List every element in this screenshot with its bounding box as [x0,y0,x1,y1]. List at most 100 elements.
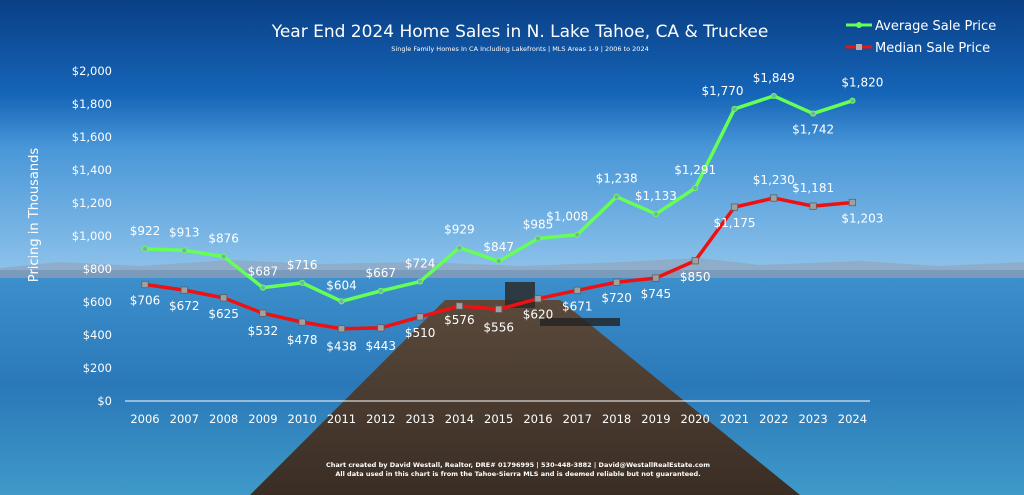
x-tick-labels: 2006 2007 2008 2009 2010 2011 2012 2013 2014 2015… [130,412,867,426]
y-tick-label: $1,600 [72,130,112,144]
x-tick-label: 2008 [209,412,238,426]
data-label-average: $724 [405,257,436,271]
y-tick-label: $200 [83,361,112,375]
sky [0,0,1024,270]
data-label-median: $510 [405,326,436,340]
data-point-average [613,193,620,200]
data-point-median [730,203,739,211]
data-point-median [259,309,267,317]
data-label-median: $438 [326,340,357,354]
x-tick-label: 2022 [759,412,788,426]
footer-credit: Chart created by David Westall, Realtor,… [326,461,710,470]
x-tick-label: 2020 [681,412,710,426]
data-label-average: $929 [444,223,475,237]
chart-title: Year End 2024 Home Sales in N. Lake Taho… [271,22,769,42]
boat-lift [540,318,620,326]
dock [250,300,800,495]
data-label-average: $922 [130,224,161,238]
data-label-average: $1,238 [596,172,638,186]
x-tick-label: 2015 [484,412,513,426]
x-tick-label: 2007 [170,412,199,426]
data-label-median: $671 [562,299,593,313]
data-label-average: $1,849 [753,71,795,85]
data-point-average [495,258,502,265]
data-label-average: $667 [366,266,397,280]
footer-disclaimer: All data used in this chart is from the … [335,470,700,478]
data-label-median: $1,230 [753,173,795,187]
data-label-average: $847 [483,240,514,254]
data-point-average [181,247,188,254]
x-tick-label: 2018 [602,412,631,426]
data-point-median [809,202,817,210]
y-tick-labels: $0 $200 $400 $600 $800 $1,000 $1,200 $1,400 $1,6… [72,64,112,408]
data-label-median: $745 [641,287,672,301]
data-label-average: $716 [287,258,318,272]
data-point-median [298,318,306,326]
data-label-average: $876 [208,231,239,245]
data-point-average [299,279,306,286]
data-label-median: $672 [169,299,200,313]
x-tick-label: 2011 [327,412,356,426]
data-point-median [573,286,581,294]
x-tick-label: 2012 [366,412,395,426]
data-point-median [691,257,699,265]
x-tick-label: 2021 [720,412,749,426]
y-tick-label: $0 [97,394,112,408]
x-tick-label: 2006 [130,412,159,426]
data-point-median [455,302,464,310]
data-point-average [810,110,817,117]
y-tick-label: $2,000 [72,64,112,78]
x-tick-label: 2023 [798,412,827,426]
x-tick-label: 2009 [248,412,277,426]
data-point-median [141,280,149,289]
data-point-average [849,97,856,104]
x-tick-label: 2016 [523,412,552,426]
legend-marker-median [856,44,862,50]
x-tick-label: 2014 [445,412,474,426]
data-point-median [416,313,424,321]
y-tick-label: $600 [83,295,112,309]
y-tick-label: $1,400 [72,163,112,177]
series-layer [141,92,857,333]
data-point-average [731,105,738,113]
data-label-median: $443 [366,339,397,353]
data-point-median [377,324,385,332]
data-label-median: $720 [601,291,632,305]
data-label-average: $985 [523,217,554,231]
data-point-average [220,253,227,260]
data-label-average: $1,770 [702,84,744,98]
data-label-median: $576 [444,313,475,327]
x-tick-label: 2010 [288,412,317,426]
y-tick-label: $1,200 [72,196,112,210]
data-label-median: $850 [680,270,711,284]
data-label-median: $478 [287,333,318,347]
x-tick-label: 2024 [838,412,867,426]
legend-marker-average [856,22,862,28]
data-point-average [692,184,699,192]
y-tick-label: $400 [83,328,112,342]
x-tick-label: 2019 [641,412,670,426]
data-label-average: $687 [248,265,279,279]
y-tick-label: $1,000 [72,229,112,243]
data-label-average: $1,820 [841,76,883,90]
data-label-median: $620 [523,308,554,322]
data-point-median [495,305,503,313]
data-point-average [574,231,581,238]
mountains [0,258,1024,280]
data-label-median: $1,203 [841,212,883,226]
data-point-average [377,287,384,295]
data-point-average [456,244,463,251]
data-point-median [770,194,778,202]
x-tick-label: 2017 [563,412,592,426]
data-point-average [417,278,424,285]
data-point-average [338,298,345,305]
data-point-average [259,284,266,291]
x-tick-label: 2013 [405,412,434,426]
y-axis-label: Pricing in Thousands [27,148,42,283]
data-label-average: $1,742 [792,123,834,137]
data-label-average: $1,008 [546,210,588,224]
data-label-average: $604 [326,278,357,292]
